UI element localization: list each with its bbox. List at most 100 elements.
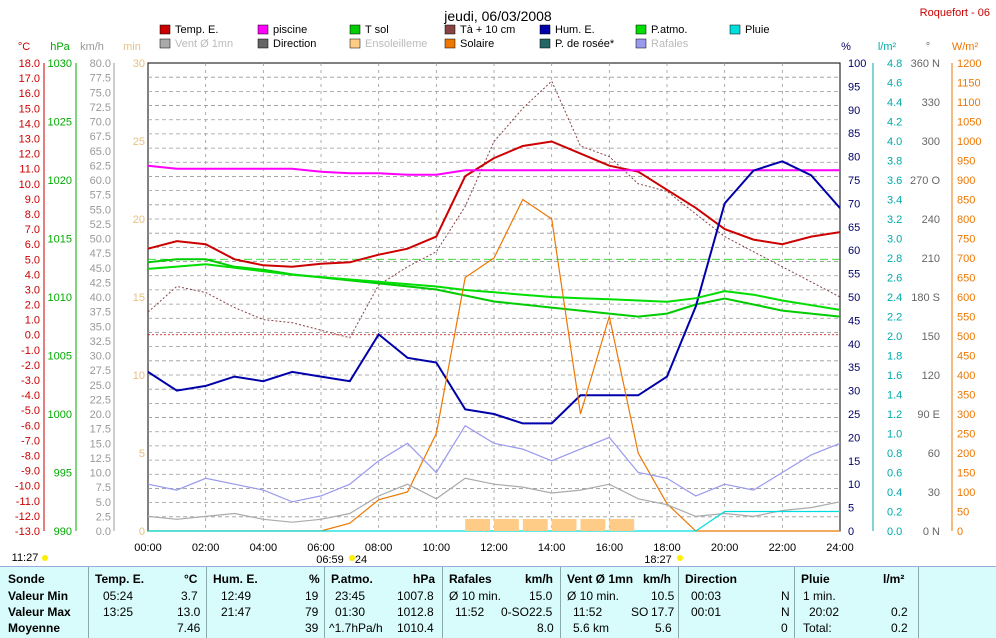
axis-tick-temp: -12.0 (15, 511, 40, 523)
axis-tick-temp: 12.0 (19, 149, 40, 161)
axis-tick-temp: -5.0 (21, 405, 40, 417)
axis-tick-rain: 0.4 (887, 487, 902, 499)
axis-tick-wind: 27.5 (90, 365, 111, 377)
axis-tick-temp: 10.0 (19, 179, 40, 191)
axis-tick-rain: 2.4 (887, 292, 902, 304)
axis-tick-rain: 0.6 (887, 468, 902, 480)
axis-tick-sun: 0 (139, 526, 145, 538)
axis-tick-press: 1025 (48, 117, 72, 129)
station-name: Roquefort - 06 (920, 7, 990, 19)
axis-tick-hum: 55 (848, 269, 860, 281)
axis-tick-solar: 950 (957, 156, 975, 168)
gust-max-dir: 0-SO (501, 605, 530, 619)
axis-tick-sun: 15 (133, 292, 145, 304)
wind-max-val: 17.7 (651, 605, 675, 619)
rain-title: Pluie (801, 572, 830, 586)
axis-tick-rain: 2.0 (887, 331, 902, 343)
axis-tick-temp: 14.0 (19, 118, 40, 130)
rain-total: 0.2 (891, 621, 908, 635)
legend-swatch (257, 24, 269, 35)
axis-tick-rain: 2.8 (887, 253, 902, 265)
axis-tick-solar: 0 (957, 526, 963, 538)
dir-d1: N (781, 589, 790, 603)
axis-tick-dir: 150 (922, 331, 940, 343)
col-wind: Vent Ø 1mn km/h Ø 10 min. 10.5 11:52 SO … (560, 567, 679, 638)
wind-avg: 5.6 (655, 621, 672, 635)
hum-max-val: 79 (305, 605, 319, 619)
axis-tick-temp: 1.0 (25, 315, 40, 327)
axis-unit-wind: km/h (80, 41, 104, 53)
axis-unit-hum: % (841, 41, 851, 53)
temp-max-val: 13.0 (177, 605, 201, 619)
axis-tick-solar: 500 (957, 331, 975, 343)
hum-avg: 39 (305, 621, 319, 635)
dir-t1: 00:03 (691, 589, 722, 603)
axis-tick-temp: 6.0 (25, 239, 40, 251)
sunset-marker (677, 555, 683, 561)
legend-label: Rafales (651, 38, 689, 50)
axis-tick-solar: 1050 (957, 117, 981, 129)
axis-tick-wind: 30.0 (90, 351, 111, 363)
chart-title: jeudi, 06/03/2008 (443, 8, 552, 24)
legend-swatch (444, 24, 456, 35)
x-tick-label: 02:00 (192, 542, 220, 554)
axis-tick-hum: 35 (848, 362, 860, 374)
axis-unit-dir: ° (926, 41, 930, 53)
axis-tick-wind: 45.0 (90, 263, 111, 275)
axis-tick-solar: 350 (957, 390, 975, 402)
axis-tick-temp: -11.0 (16, 496, 40, 508)
press-max-val: 1012.8 (397, 605, 434, 619)
legend-label: Direction (273, 38, 316, 50)
axis-tick-hum: 95 (848, 81, 860, 93)
x-tick-label: 24:00 (826, 542, 854, 554)
axis-tick-wind: 62.5 (90, 160, 111, 172)
legend-label: Tà + 10 cm (460, 24, 515, 36)
axis-tick-wind: 65.0 (90, 146, 111, 158)
axis-tick-temp: -13.0 (15, 526, 40, 538)
axis-tick-press: 995 (54, 468, 72, 480)
x-tick-label: 00:00 (134, 542, 162, 554)
legend-swatch (729, 24, 741, 35)
axis-tick-wind: 32.5 (90, 336, 111, 348)
axis-tick-hum: 45 (848, 315, 860, 327)
legend-label: Vent Ø 1mn (175, 38, 233, 50)
axis-tick-wind: 75.0 (90, 87, 111, 99)
axis-tick-wind: 72.5 (90, 102, 111, 114)
axis-tick-rain: 4.0 (887, 136, 902, 148)
legend-swatch (635, 24, 647, 35)
col-hum: Hum. E. % 12:49 19 21:47 79 39 (206, 567, 325, 638)
axis-tick-solar: 650 (957, 273, 975, 285)
label-moy: Moyenne (8, 621, 61, 635)
gust-sub: Ø 10 min. (449, 589, 502, 603)
temp-title: Temp. E. (95, 572, 145, 586)
legend-swatch (635, 38, 647, 49)
gust-unit: km/h (525, 572, 554, 586)
axis-tick-temp: -8.0 (21, 451, 40, 463)
dir-title: Direction (685, 572, 738, 586)
legend-label: Pluie (745, 24, 769, 36)
axis-tick-wind: 42.5 (90, 277, 111, 289)
axis-tick-temp: 4.0 (25, 269, 40, 281)
series-line-vent-1mn (147, 477, 841, 523)
axis-tick-temp: -2.0 (21, 360, 40, 372)
rain-unit: l/m² (883, 572, 905, 586)
axis-tick-press: 1005 (48, 351, 72, 363)
axis-tick-wind: 47.5 (90, 248, 111, 260)
x-tick-label: 18:00 (653, 542, 681, 554)
axis-tick-wind: 52.5 (90, 219, 111, 231)
axis-tick-rain: 2.6 (887, 273, 902, 285)
rain-max-time: 20:02 (809, 605, 840, 619)
axis-tick-hum: 70 (848, 198, 860, 210)
moon-label: 11:27 (12, 552, 39, 564)
axis-tick-wind: 20.0 (90, 409, 111, 421)
legend-swatch (257, 38, 269, 49)
axis-tick-hum: 75 (848, 175, 860, 187)
axis-tick-dir: 60 (928, 448, 940, 460)
axis-tick-temp: 2.0 (25, 300, 40, 312)
axis-tick-wind: 55.0 (90, 204, 111, 216)
axis-tick-hum: 30 (848, 386, 860, 398)
axis-tick-rain: 1.0 (887, 429, 902, 441)
axis-tick-dir: 240 (922, 214, 940, 226)
label-min: Valeur Min (8, 589, 69, 603)
wind-sub: Ø 10 min. (567, 589, 620, 603)
